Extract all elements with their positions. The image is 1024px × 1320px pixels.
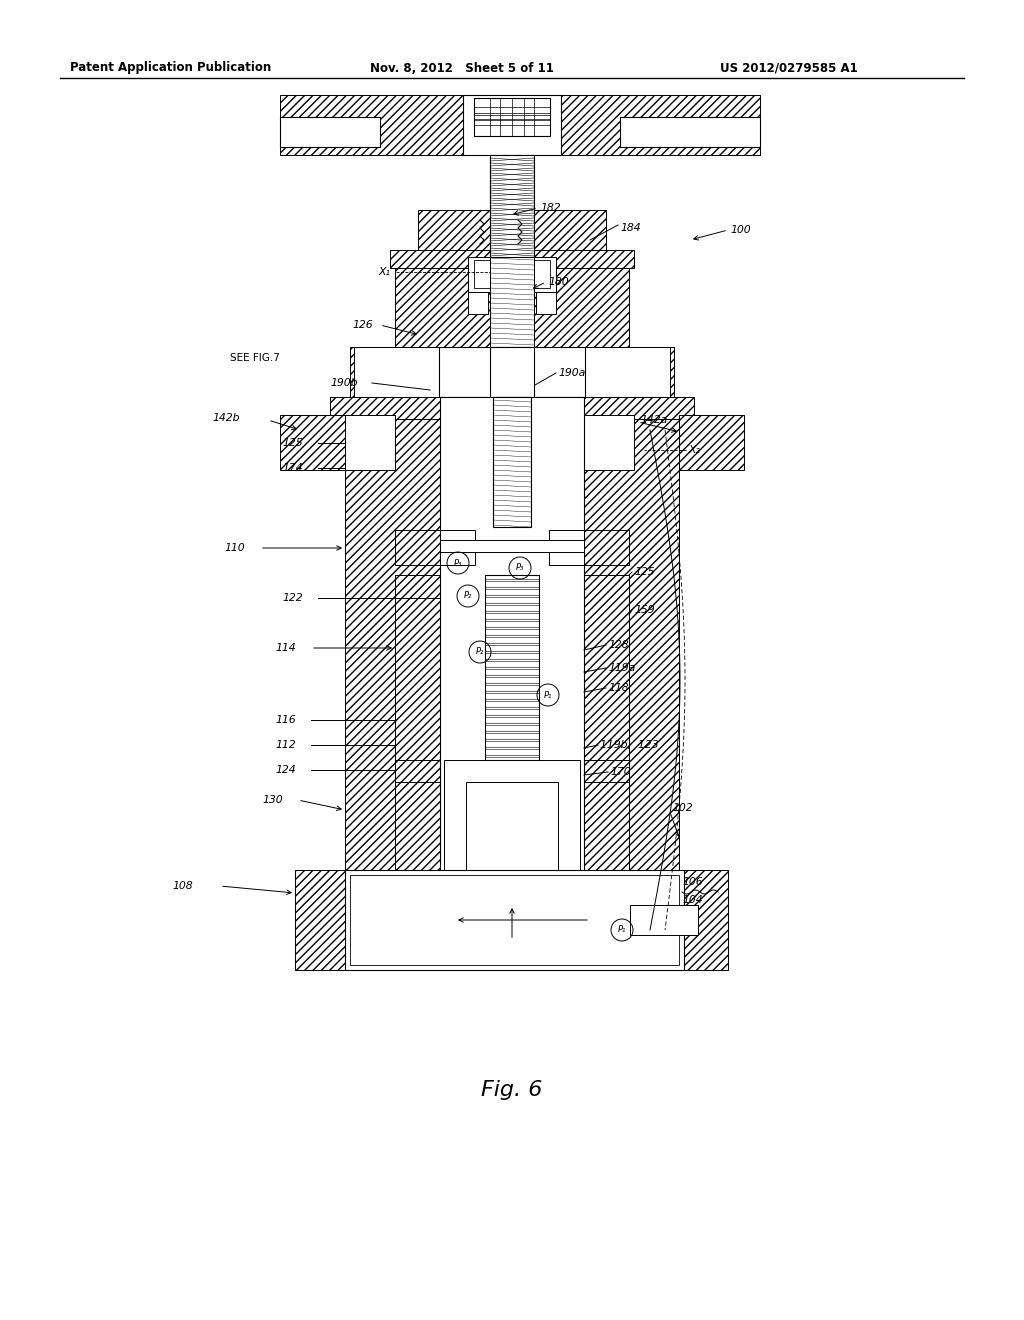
Bar: [534, 352, 564, 364]
Bar: [584, 397, 679, 870]
Bar: [440, 540, 584, 552]
Text: P₃: P₃: [454, 558, 462, 568]
Bar: [350, 875, 679, 965]
Text: US 2012/0279585 A1: US 2012/0279585 A1: [720, 62, 858, 74]
Bar: [345, 420, 367, 438]
Text: 119b,  123: 119b, 123: [600, 741, 658, 750]
Bar: [607, 420, 629, 438]
Bar: [466, 781, 558, 870]
Bar: [395, 760, 629, 781]
Bar: [440, 531, 475, 565]
Bar: [354, 347, 439, 397]
Bar: [345, 397, 440, 870]
Text: 104: 104: [682, 895, 702, 906]
Text: 142b: 142b: [212, 413, 240, 422]
Bar: [534, 210, 606, 257]
Bar: [418, 210, 490, 257]
Text: P₂: P₂: [476, 648, 484, 656]
Text: 124: 124: [275, 766, 296, 775]
Text: 125: 125: [634, 568, 654, 577]
Text: 112: 112: [275, 741, 296, 750]
Bar: [630, 906, 698, 935]
Text: 180: 180: [548, 277, 568, 286]
Text: P₁: P₁: [617, 925, 627, 935]
Text: 159: 159: [634, 605, 654, 615]
Text: 130: 130: [262, 795, 283, 805]
Text: 119a: 119a: [608, 663, 635, 673]
Bar: [539, 576, 584, 760]
Bar: [490, 257, 534, 347]
Bar: [468, 257, 556, 292]
Bar: [584, 576, 629, 760]
Text: 170: 170: [610, 767, 631, 777]
Bar: [490, 154, 534, 257]
Text: 142a: 142a: [640, 414, 668, 425]
Bar: [534, 257, 629, 347]
Bar: [584, 414, 634, 470]
Bar: [620, 117, 760, 147]
Bar: [395, 760, 444, 870]
Bar: [395, 531, 440, 565]
Text: Fig. 6: Fig. 6: [481, 1080, 543, 1100]
Bar: [474, 98, 550, 136]
Text: 184: 184: [620, 223, 641, 234]
Bar: [468, 292, 488, 314]
Text: 174: 174: [282, 463, 303, 473]
Text: Nov. 8, 2012   Sheet 5 of 11: Nov. 8, 2012 Sheet 5 of 11: [370, 62, 554, 74]
Bar: [585, 347, 670, 397]
Text: 190b: 190b: [330, 378, 357, 388]
Bar: [280, 414, 345, 470]
Bar: [280, 95, 760, 154]
Text: SEE FIG.7: SEE FIG.7: [230, 352, 280, 363]
Text: P₁: P₁: [544, 690, 552, 700]
Text: 106: 106: [682, 876, 702, 887]
Text: X₁: X₁: [378, 267, 390, 277]
Bar: [485, 576, 539, 760]
Bar: [395, 576, 440, 760]
Bar: [474, 260, 550, 288]
Text: 118: 118: [608, 682, 629, 693]
Bar: [679, 414, 744, 470]
Text: Patent Application Publication: Patent Application Publication: [70, 62, 271, 74]
Bar: [440, 397, 584, 870]
Text: 126: 126: [352, 319, 373, 330]
Bar: [345, 414, 395, 470]
Bar: [460, 352, 490, 364]
Text: 182: 182: [540, 203, 560, 213]
Bar: [330, 397, 694, 418]
Text: 125: 125: [282, 438, 303, 447]
Text: X₂: X₂: [688, 445, 699, 455]
Bar: [608, 440, 626, 458]
Text: 110: 110: [224, 543, 245, 553]
Text: 122: 122: [282, 593, 303, 603]
Bar: [549, 531, 584, 565]
Bar: [444, 760, 580, 870]
Bar: [390, 249, 634, 268]
Bar: [584, 531, 629, 565]
Bar: [280, 117, 380, 147]
Bar: [280, 414, 345, 470]
Text: 100: 100: [730, 224, 751, 235]
Bar: [345, 870, 684, 970]
Bar: [348, 440, 366, 458]
Text: 190a: 190a: [558, 368, 586, 378]
Text: 114: 114: [275, 643, 296, 653]
Text: P₂: P₂: [464, 591, 472, 601]
Text: 116: 116: [275, 715, 296, 725]
Bar: [439, 347, 585, 397]
Text: 102: 102: [672, 803, 692, 813]
Bar: [493, 397, 531, 527]
Text: 108: 108: [172, 880, 193, 891]
Bar: [580, 760, 629, 870]
Text: 128: 128: [608, 640, 629, 649]
Bar: [490, 347, 534, 397]
Bar: [350, 347, 674, 397]
Bar: [395, 257, 490, 347]
Bar: [536, 292, 556, 314]
Bar: [295, 870, 728, 970]
Bar: [440, 576, 485, 760]
Bar: [463, 95, 561, 154]
Text: P₃: P₃: [516, 564, 524, 573]
